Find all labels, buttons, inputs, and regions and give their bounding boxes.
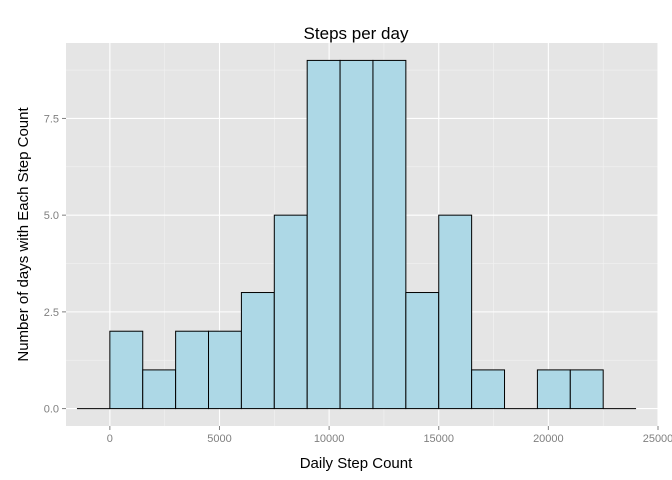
x-axis-label: Daily Step Count [300, 455, 413, 472]
y-tick-label: 7.5 [44, 113, 59, 125]
y-axis-ticks: 0.0 2.5 5.0 7.5 [44, 113, 66, 416]
histogram-bar [142, 369, 177, 410]
histogram-bar [372, 59, 407, 410]
y-tick-label: 0.0 [44, 404, 59, 416]
histogram-bar [569, 369, 604, 410]
histogram-bar [536, 369, 571, 410]
y-axis-label: Number of days with Each Step Count [15, 107, 32, 362]
histogram-bar [306, 59, 341, 410]
histogram-bar [175, 330, 210, 410]
x-tick-label: 20000 [533, 433, 564, 445]
x-tick-label: 5000 [207, 433, 231, 445]
histogram-bars [76, 59, 637, 410]
histogram-bar [273, 214, 308, 410]
x-tick-label: 25000 [643, 433, 672, 445]
histogram-bar [339, 59, 374, 410]
x-tick-label: 0 [107, 433, 113, 445]
x-tick-label: 15000 [423, 433, 454, 445]
histogram-bar [240, 292, 275, 410]
histogram-bar [208, 330, 242, 410]
histogram-bar [438, 214, 473, 410]
x-axis-ticks: 0 5000 10000 15000 20000 25000 [107, 426, 672, 445]
y-tick-label: 5.0 [44, 210, 59, 222]
chart-title: Steps per day [304, 24, 409, 43]
histogram-bar [471, 369, 506, 410]
x-tick-label: 10000 [314, 433, 345, 445]
y-tick-label: 2.5 [44, 307, 59, 319]
histogram-bar [405, 292, 440, 410]
histogram-bar [109, 330, 144, 410]
